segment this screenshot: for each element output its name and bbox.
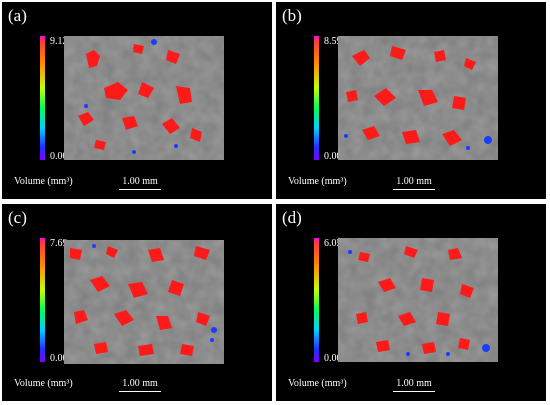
scale-bar: 1.00 mm [393, 378, 435, 392]
colorbar-max: 9.12 [50, 36, 68, 47]
colorbar [40, 238, 45, 362]
scale-bar: 1.00 mm [393, 176, 435, 190]
colorbar-min: 0.00 [50, 353, 68, 364]
panel-label: (b) [282, 6, 302, 25]
colorbar [40, 36, 45, 160]
volume-label: Volume (mm³) [288, 378, 347, 389]
colorbar-min: 0.00 [324, 353, 342, 364]
ct-slice-image [64, 36, 224, 160]
colorbar [314, 238, 319, 362]
panel-c: (c) 7.69 0.00 Volume (mm³) 1.00 mm [2, 204, 272, 401]
ct-slice-image [338, 36, 498, 160]
scale-bar: 1.00 mm [119, 176, 161, 190]
volume-label: Volume (mm³) [288, 176, 347, 187]
panel-d: (d) 6.05 0.00 Volume (mm³) 1.00 mm [276, 204, 546, 401]
volume-label: Volume (mm³) [14, 176, 73, 187]
panel-label: (d) [282, 208, 302, 227]
panel-b: (b) 8.59 0.00 Volume (mm³) 1.00 mm [276, 2, 546, 199]
volume-label: Volume (mm³) [14, 378, 73, 389]
panel-label: (c) [8, 208, 27, 227]
ct-slice-image [338, 238, 498, 362]
scale-bar: 1.00 mm [119, 378, 161, 392]
colorbar-max: 8.59 [324, 36, 342, 47]
panel-label: (a) [8, 6, 27, 25]
ct-slice-image [64, 240, 224, 364]
colorbar-max: 7.69 [50, 238, 68, 249]
colorbar-max: 6.05 [324, 238, 342, 249]
colorbar-min: 0.00 [50, 151, 68, 162]
panel-a: (a) 9.12 0.00 Volume (mm³) 1.00 mm [2, 2, 272, 199]
colorbar-min: 0.00 [324, 151, 342, 162]
colorbar [314, 36, 319, 160]
